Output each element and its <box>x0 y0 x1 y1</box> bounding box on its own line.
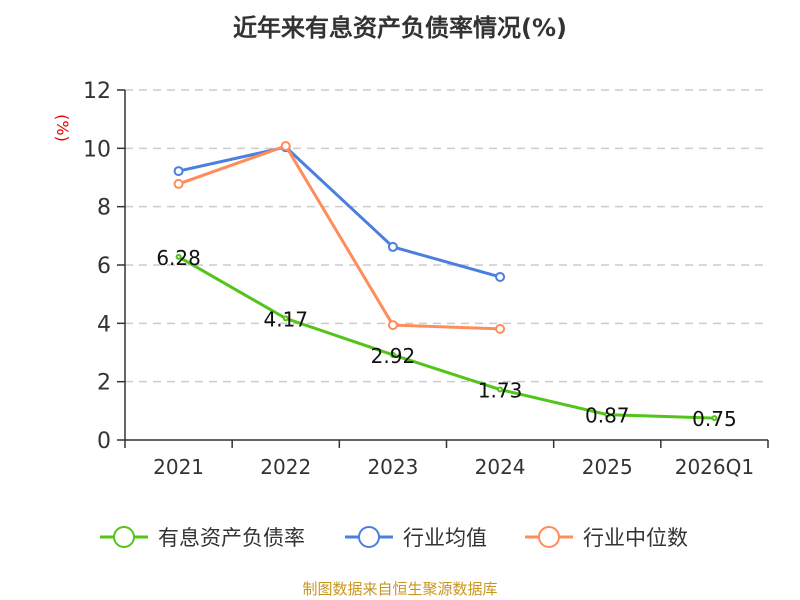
chart-title: 近年来有息资产负债率情况(%) <box>233 14 567 42</box>
x-tick-label: 2024 <box>475 455 526 479</box>
y-tick-label: 10 <box>83 137 111 162</box>
data-point <box>282 315 289 322</box>
legend-label: 行业均值 <box>403 526 487 550</box>
data-label: 0.75 <box>692 407 737 431</box>
x-tick-label: 2025 <box>582 455 633 479</box>
source-footer: 制图数据来自恒生聚源数据库 <box>302 580 498 598</box>
data-point <box>711 415 718 422</box>
x-tick-label: 2021 <box>153 455 204 479</box>
y-tick-label: 4 <box>97 312 111 337</box>
x-tick-label: 2022 <box>260 455 311 479</box>
legend-label: 有息资产负债率 <box>158 526 305 550</box>
data-point <box>387 320 398 331</box>
data-point <box>280 141 291 151</box>
data-label: 4.17 <box>263 307 308 331</box>
data-label: 6.28 <box>156 246 201 270</box>
data-label: 2.92 <box>371 344 416 368</box>
legend-marker <box>113 526 135 548</box>
legend-marker <box>358 526 380 548</box>
y-tick-label: 8 <box>97 196 111 221</box>
y-tick-label: 6 <box>97 254 111 279</box>
data-point <box>173 178 184 189</box>
data-point <box>389 351 396 358</box>
legend-label: 行业中位数 <box>583 526 688 550</box>
y-tick-label: 0 <box>97 429 111 454</box>
data-point <box>175 253 182 260</box>
series-line-2 <box>178 144 501 331</box>
data-point <box>387 241 398 252</box>
x-tick-label: 2026Q1 <box>675 455 754 479</box>
y-tick-label: 2 <box>97 371 111 396</box>
series-line-1 <box>178 145 501 279</box>
data-point <box>604 411 611 418</box>
y-tick-label: 12 <box>83 79 111 104</box>
data-point <box>173 166 184 177</box>
data-point <box>495 323 506 334</box>
data-point <box>497 386 504 393</box>
legend-marker <box>538 526 560 548</box>
data-point <box>495 271 506 282</box>
y-axis-label: (%) <box>53 114 72 142</box>
x-tick-label: 2023 <box>367 455 418 479</box>
data-label: 0.87 <box>585 404 630 428</box>
series-line-0 <box>177 255 715 420</box>
data-label: 1.73 <box>478 379 523 403</box>
